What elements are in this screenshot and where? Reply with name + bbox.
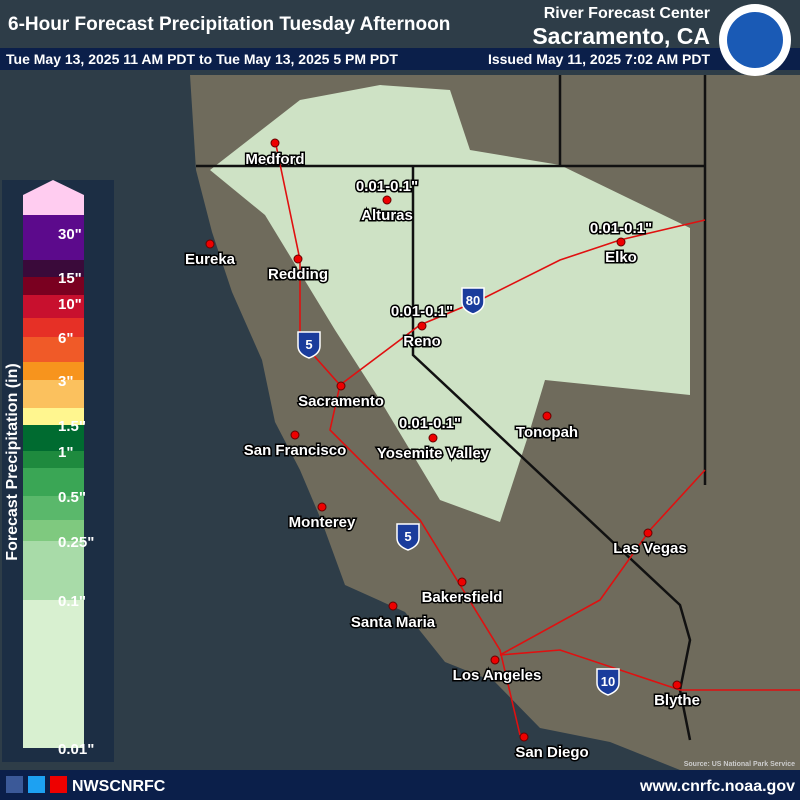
location: Sacramento, CA: [532, 23, 710, 49]
highways: [274, 139, 800, 736]
legend-label: 6": [58, 330, 73, 347]
city-label: Alturas: [361, 207, 413, 224]
city-dot: [672, 680, 682, 690]
website[interactable]: www.cnrfc.noaa.gov: [639, 778, 795, 795]
social-handle[interactable]: NWSCNRFC: [72, 778, 166, 795]
amount-label: 0.01-0.1": [399, 415, 461, 432]
city-label: Tonopah: [516, 424, 578, 441]
legend-label: 10": [58, 296, 82, 313]
legend-band: [23, 337, 84, 362]
city-label: Eureka: [185, 251, 236, 268]
amount-label: 0.01-0.1": [590, 220, 652, 237]
legend-band: [23, 408, 84, 425]
city-label: Reno: [403, 333, 441, 350]
city-dot: [457, 577, 467, 587]
footer-bar: [0, 770, 800, 800]
city-label: Medford: [245, 151, 304, 168]
city-dot: [490, 655, 500, 665]
twitter-icon[interactable]: [28, 776, 45, 793]
legend-band: [23, 520, 84, 541]
legend-band: [23, 277, 84, 295]
city-label: Yosemite Valley: [377, 445, 490, 462]
highway-number: 5: [305, 337, 312, 352]
city-dot: [428, 433, 438, 443]
issued-time: Issued May 11, 2025 7:02 AM PDT: [488, 51, 710, 67]
subheader-bar: [0, 48, 800, 70]
city-dot: [336, 381, 346, 391]
city-label: Bakersfield: [422, 589, 503, 606]
city-label: San Diego: [515, 744, 588, 761]
road: [274, 139, 521, 736]
legend-band: [23, 380, 84, 408]
city-dot: [388, 601, 398, 611]
highway-number: 80: [466, 293, 480, 308]
city-label: Los Angeles: [453, 667, 542, 684]
legend-band: [23, 295, 84, 318]
legend-band: [23, 425, 84, 451]
highway-shield: [297, 331, 321, 359]
city-dot: [616, 237, 626, 247]
city-label: Elko: [605, 249, 637, 266]
agency: River Forecast Center: [544, 5, 710, 22]
road: [499, 649, 800, 691]
title: 6-Hour Forecast Precipitation Tuesday Af…: [8, 14, 450, 35]
youtube-icon[interactable]: [50, 776, 67, 793]
facebook-icon[interactable]: [6, 776, 23, 793]
legend-band: [23, 451, 84, 468]
highway-shield: [596, 668, 620, 696]
source: Source: US National Park Service: [684, 761, 795, 768]
city-label: Blythe: [654, 692, 700, 709]
city-dot: [290, 430, 300, 440]
amount-label: 0.01-0.1": [356, 178, 418, 195]
road: [499, 469, 706, 656]
highway-shield: [396, 523, 420, 551]
city-label: Las Vegas: [613, 540, 686, 557]
city-dot: [317, 502, 327, 512]
legend-label: 30": [58, 226, 82, 243]
legend-band: [23, 318, 84, 337]
legend-label: 0.1": [58, 593, 86, 610]
city-dot: [417, 321, 427, 331]
valid-time: Tue May 13, 2025 11 AM PDT to Tue May 13…: [6, 51, 398, 67]
legend-band: [23, 600, 84, 748]
legend-band: [23, 215, 84, 260]
city-dot: [643, 528, 653, 538]
road: [339, 219, 706, 386]
legend-band: [23, 541, 84, 600]
legend-label: 3": [58, 373, 73, 390]
city-label: Sacramento: [298, 393, 384, 410]
city-dot: [270, 138, 280, 148]
highway-number: 5: [404, 529, 411, 544]
city-label: Santa Maria: [351, 614, 436, 631]
legend-band: [23, 362, 84, 380]
city-label: Monterey: [289, 514, 356, 531]
city-label: Redding: [268, 266, 328, 283]
highway-shield: [461, 287, 485, 315]
legend-label: 1": [58, 444, 73, 461]
city-label: San Francisco: [244, 442, 347, 459]
precip-area: [210, 85, 690, 522]
legend-arrow: [23, 180, 84, 195]
city-dot: [205, 239, 215, 249]
legend-band: [23, 496, 84, 520]
city-dot: [542, 411, 552, 421]
legend-label: 15": [58, 270, 82, 287]
legend-band: [23, 468, 84, 496]
city-dot: [293, 254, 303, 264]
legend-label: 0.01": [58, 741, 94, 758]
city-dot: [382, 195, 392, 205]
legend-band: [23, 195, 84, 215]
legend-band: [23, 260, 84, 277]
highway-number: 10: [601, 674, 615, 689]
amount-label: 0.01-0.1": [391, 303, 453, 320]
legend-title: Forecast Precipitation (in): [4, 363, 21, 560]
nws-logo-inner: [727, 12, 783, 68]
city-dot: [519, 732, 529, 742]
legend-label: 1.5": [58, 418, 86, 435]
legend-label: 0.25": [58, 534, 94, 551]
border: [411, 166, 692, 741]
legend-label: 0.5": [58, 489, 86, 506]
